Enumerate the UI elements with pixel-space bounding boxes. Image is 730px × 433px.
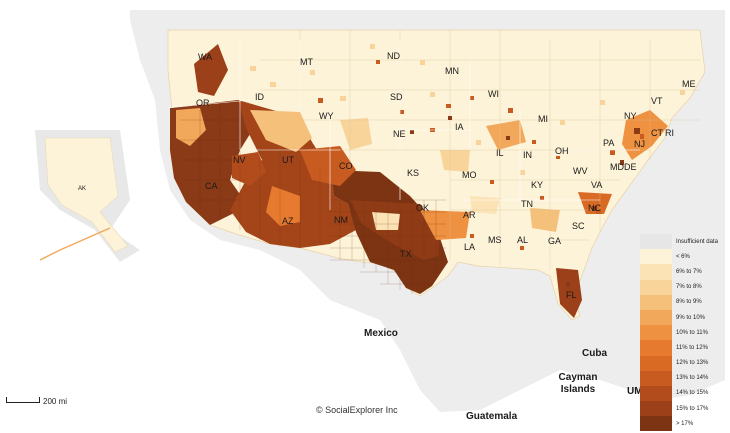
state-label-nj: NJ xyxy=(634,139,645,149)
state-label-tx: TX xyxy=(400,249,412,259)
state-label-vt: VT xyxy=(651,96,663,106)
legend-label: 6% to 7% xyxy=(676,268,702,275)
scale-bar-label: 200 mi xyxy=(43,397,68,406)
legend-label: 14% to 15% xyxy=(676,390,709,397)
state-label-sd: SD xyxy=(390,92,403,102)
legend-row: 15% to 17% xyxy=(640,401,726,417)
legend-swatch xyxy=(640,294,672,310)
legend-label: > 17% xyxy=(676,420,694,427)
legend-swatch xyxy=(640,385,672,402)
legend-row: < 6% xyxy=(640,249,726,265)
legend-label: 11% to 12% xyxy=(676,344,708,351)
state-label-co: CO xyxy=(339,161,353,171)
place-label-cayman-islands: Cayman Islands xyxy=(558,372,598,395)
state-label-md: MD xyxy=(610,162,624,172)
state-label-wy: WY xyxy=(319,111,334,121)
legend-row: > 17% xyxy=(640,416,726,432)
state-label-ut: UT xyxy=(282,155,294,165)
state-label-mt: MT xyxy=(300,57,313,67)
state-label-nv: NV xyxy=(233,155,246,165)
legend-swatch xyxy=(640,416,672,432)
legend-row: 10% to 11% xyxy=(640,325,726,341)
legend-swatch xyxy=(640,264,672,280)
place-label-guatemala: Guatemala xyxy=(466,411,518,422)
legend-label: 8% to 9% xyxy=(676,299,702,306)
state-label-pa: PA xyxy=(603,138,615,148)
place-label-cuba: Cuba xyxy=(582,348,607,359)
legend-row: 8% to 9% xyxy=(640,294,726,310)
legend-row: 14% to 15% xyxy=(640,385,726,402)
state-label-wi: WI xyxy=(488,89,499,99)
state-label-de: DE xyxy=(624,162,637,172)
state-label-wa: WA xyxy=(198,52,213,62)
state-label-az: AZ xyxy=(282,216,294,226)
state-label-ok: OK xyxy=(416,203,430,213)
state-label-or: OR xyxy=(196,98,210,108)
state-label-il: IL xyxy=(496,148,504,158)
legend-label: 15% to 17% xyxy=(676,405,709,412)
state-label-ny: NY xyxy=(624,111,637,121)
state-label-mo: MO xyxy=(462,170,477,180)
legend-label: 9% to 10% xyxy=(676,314,706,321)
state-label-ct: CT xyxy=(651,128,663,138)
legend-row: Insufficient data xyxy=(640,234,726,250)
legend-label: < 6% xyxy=(676,253,690,260)
state-label-fl: FL xyxy=(566,290,577,300)
legend-swatch xyxy=(640,355,672,371)
legend-label: 13% to 14% xyxy=(676,375,709,382)
state-label-in: IN xyxy=(523,150,532,160)
state-label-ky: KY xyxy=(531,180,544,190)
legend-swatch xyxy=(640,279,672,295)
state-label-mi: MI xyxy=(538,114,548,124)
state-label-ne: NE xyxy=(393,129,406,139)
legend-swatch xyxy=(640,370,672,386)
state-label-wv: WV xyxy=(573,166,588,176)
state-label-va: VA xyxy=(591,180,603,190)
state-label-mn: MN xyxy=(445,66,459,76)
map-legend: Insufficient data < 6% 6% to 7% 7% to 8%… xyxy=(640,234,726,432)
legend-swatch xyxy=(640,401,672,417)
state-label-nc: NC xyxy=(588,203,601,213)
legend-swatch xyxy=(640,340,672,356)
legend-row: 13% to 14% xyxy=(640,370,726,386)
legend-row: 7% to 8% xyxy=(640,279,726,295)
scale-bar: 200 mi xyxy=(6,397,67,406)
state-label-id: ID xyxy=(255,92,264,102)
legend-swatch xyxy=(640,234,672,250)
legend-row: 12% to 13% xyxy=(640,355,726,371)
state-label-la: LA xyxy=(464,242,476,252)
scale-bar-line xyxy=(6,397,40,403)
state-label-oh: OH xyxy=(555,146,569,156)
legend-label: 12% to 13% xyxy=(676,360,709,367)
state-label-nd: ND xyxy=(387,51,400,61)
state-label-ri: RI xyxy=(665,128,674,138)
state-label-ks: KS xyxy=(407,168,420,178)
legend-label: Insufficient data xyxy=(676,238,718,245)
state-label-nm: NM xyxy=(334,215,348,225)
legend-swatch xyxy=(640,309,672,326)
map-credit[interactable]: © SocialExplorer Inc xyxy=(316,405,398,415)
legend-row: 6% to 7% xyxy=(640,264,726,280)
state-label-ia: IA xyxy=(455,122,464,132)
place-label-um: UM xyxy=(627,386,643,397)
state-label-tn: TN xyxy=(521,199,533,209)
state-label-ga: GA xyxy=(548,236,562,246)
state-label-me: ME xyxy=(682,79,696,89)
legend-row: 11% to 12% xyxy=(640,340,726,356)
state-label-ak: AK xyxy=(78,186,87,192)
state-label-al: AL xyxy=(517,235,529,245)
legend-row: 9% to 10% xyxy=(640,309,726,326)
legend-label: 10% to 11% xyxy=(676,329,708,336)
legend-swatch xyxy=(640,249,672,265)
legend-swatch xyxy=(640,325,672,341)
state-label-ar: AR xyxy=(463,210,476,220)
state-label-sc: SC xyxy=(572,221,585,231)
state-label-ca: CA xyxy=(205,181,218,191)
place-label-mexico: Mexico xyxy=(364,328,398,339)
legend-label: 7% to 8% xyxy=(676,284,702,291)
state-label-ms: MS xyxy=(488,235,502,245)
